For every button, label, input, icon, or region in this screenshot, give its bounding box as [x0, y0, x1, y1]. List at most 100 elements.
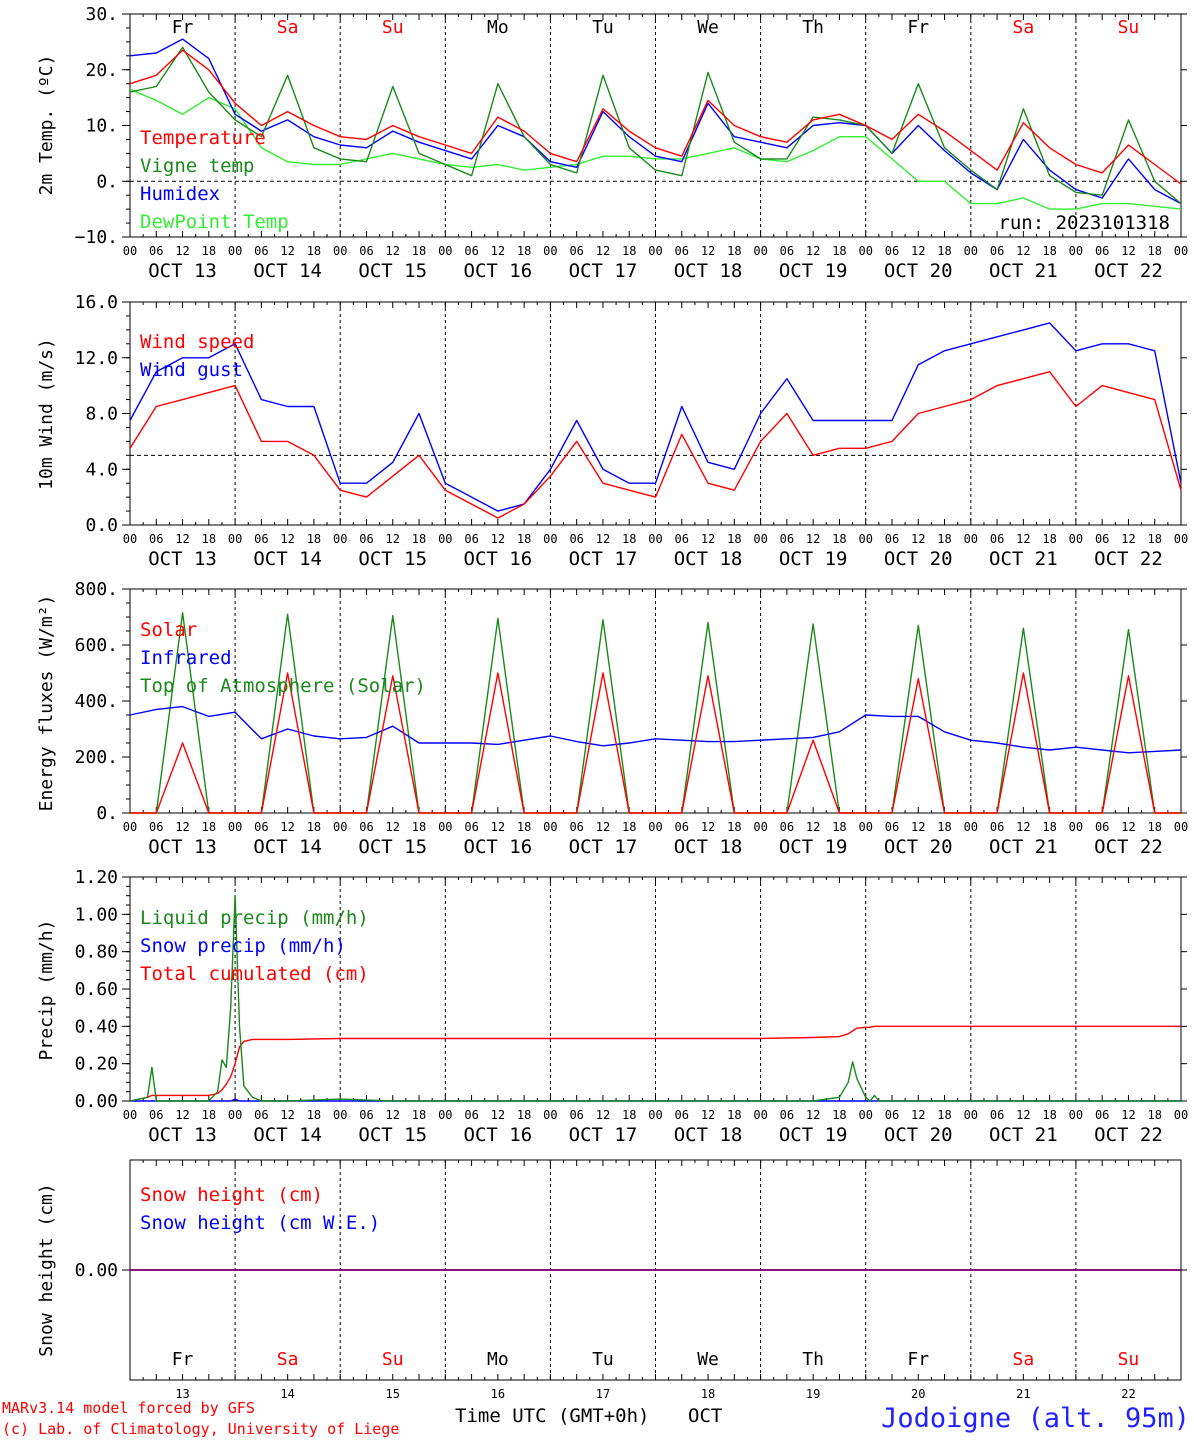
- hour-tick-label: 06: [359, 532, 373, 546]
- hour-tick-label: 18: [517, 244, 531, 258]
- y-tick-label: −10.: [75, 227, 118, 248]
- hour-tick-label: 06: [675, 532, 689, 546]
- hour-tick-label: 12: [280, 820, 294, 834]
- y-tick-label: 400.: [75, 691, 118, 712]
- hour-tick-label: 00: [123, 1108, 137, 1122]
- hour-tick-label: 18: [202, 532, 216, 546]
- hour-tick-label: 06: [675, 244, 689, 258]
- hour-tick-label: 18: [412, 820, 426, 834]
- hour-tick-label: 00: [648, 244, 662, 258]
- hour-tick-label: 12: [1121, 244, 1135, 258]
- day-number-label: 20: [911, 1387, 925, 1401]
- hour-tick-label: 00: [228, 244, 242, 258]
- day-label: We: [697, 1349, 719, 1370]
- hour-tick-label: 18: [832, 244, 846, 258]
- hour-tick-label: 18: [202, 820, 216, 834]
- legend-entry: Snow height (cm W.E.): [140, 1212, 380, 1234]
- date-label: OCT 17: [569, 260, 638, 282]
- hour-tick-label: 18: [307, 532, 321, 546]
- hour-tick-label: 12: [386, 1108, 400, 1122]
- hour-tick-label: 00: [543, 820, 557, 834]
- day-label: Fr: [172, 1349, 194, 1370]
- hour-tick-label: 00: [1174, 532, 1188, 546]
- hour-tick-label: 06: [569, 532, 583, 546]
- y-axis-title: Energy fluxes (W/m²): [36, 595, 57, 812]
- legend-entry: Humidex: [140, 183, 220, 205]
- hour-tick-label: 00: [438, 1108, 452, 1122]
- hour-tick-label: 06: [149, 1108, 163, 1122]
- day-number-label: 21: [1016, 1387, 1030, 1401]
- date-label: OCT 22: [1094, 836, 1163, 858]
- y-axis-title: Snow height (cm): [36, 1183, 57, 1356]
- legend-entry: Snow height (cm): [140, 1184, 323, 1206]
- hour-tick-label: 06: [885, 820, 899, 834]
- hour-tick-label: 18: [832, 820, 846, 834]
- legend-entry: Vigne temp: [140, 155, 254, 177]
- hour-tick-label: 06: [1095, 1108, 1109, 1122]
- y-tick-label: 0.0: [85, 515, 118, 536]
- date-label: OCT 13: [148, 260, 217, 282]
- day-number-label: 17: [596, 1387, 610, 1401]
- panel-2: 16.0 12.0 8.0 4.0 0.0 10m Wind (m/s) 00 06 12 18 0…: [36, 292, 1188, 570]
- y-axis-title: 10m Wind (m/s): [36, 338, 57, 490]
- hour-tick-label: 06: [464, 1108, 478, 1122]
- hour-tick-label: 12: [386, 820, 400, 834]
- date-label: OCT 20: [884, 1124, 953, 1146]
- hour-tick-label: 06: [780, 532, 794, 546]
- hour-tick-label: 00: [438, 244, 452, 258]
- hour-tick-label: 12: [596, 532, 610, 546]
- date-label: OCT 15: [358, 260, 427, 282]
- hour-tick-label: 18: [307, 244, 321, 258]
- hour-tick-label: 00: [1069, 1108, 1083, 1122]
- hour-tick-label: 12: [280, 244, 294, 258]
- day-label: Su: [1118, 17, 1140, 38]
- date-label: OCT 18: [674, 548, 743, 570]
- hour-tick-label: 00: [964, 244, 978, 258]
- series-line: [129, 322, 1182, 512]
- hour-tick-label: 00: [438, 532, 452, 546]
- hour-tick-label: 12: [701, 244, 715, 258]
- hour-tick-label: 12: [596, 820, 610, 834]
- hour-tick-label: 12: [491, 532, 505, 546]
- hour-tick-label: 12: [280, 532, 294, 546]
- hour-tick-label: 06: [464, 244, 478, 258]
- hour-tick-label: 18: [307, 1108, 321, 1122]
- y-axis-title: Precip (mm/h): [36, 920, 57, 1061]
- hour-tick-label: 18: [1042, 532, 1056, 546]
- hour-tick-label: 00: [333, 244, 347, 258]
- series-line: [129, 705, 1182, 754]
- hour-tick-label: 18: [412, 532, 426, 546]
- hour-tick-label: 06: [885, 244, 899, 258]
- legend-entry: Solar: [140, 619, 197, 641]
- date-label: OCT 18: [674, 1124, 743, 1146]
- y-tick-label: 1.20: [75, 867, 118, 888]
- legend-entry: Total cumulated (cm): [140, 963, 369, 985]
- hour-tick-label: 12: [1016, 1108, 1030, 1122]
- series-line: [129, 895, 1181, 1102]
- date-label: OCT 16: [464, 1124, 533, 1146]
- legend-entry: Temperature: [140, 127, 266, 149]
- hour-tick-label: 18: [622, 244, 636, 258]
- date-label: OCT 16: [464, 836, 533, 858]
- hour-tick-label: 00: [648, 1108, 662, 1122]
- hour-tick-label: 00: [228, 532, 242, 546]
- day-label: Sa: [1013, 1349, 1035, 1370]
- legend-entry: DewPoint Temp: [140, 211, 289, 233]
- hour-tick-label: 18: [622, 532, 636, 546]
- hour-tick-label: 00: [543, 244, 557, 258]
- hour-tick-label: 12: [386, 532, 400, 546]
- hour-tick-label: 06: [990, 820, 1004, 834]
- y-tick-label: 0.80: [75, 942, 118, 963]
- y-tick-label: 8.0: [85, 404, 118, 425]
- series-line: [129, 1025, 1181, 1102]
- date-label: OCT 13: [148, 836, 217, 858]
- hour-tick-label: 06: [359, 244, 373, 258]
- hour-tick-label: 12: [491, 1108, 505, 1122]
- day-label: Mo: [487, 1349, 509, 1370]
- run-annotation: run: 2023101318: [998, 212, 1170, 234]
- day-label: Su: [382, 1349, 404, 1370]
- hour-tick-label: 18: [202, 244, 216, 258]
- hour-tick-label: 06: [780, 1108, 794, 1122]
- hour-tick-label: 00: [333, 1108, 347, 1122]
